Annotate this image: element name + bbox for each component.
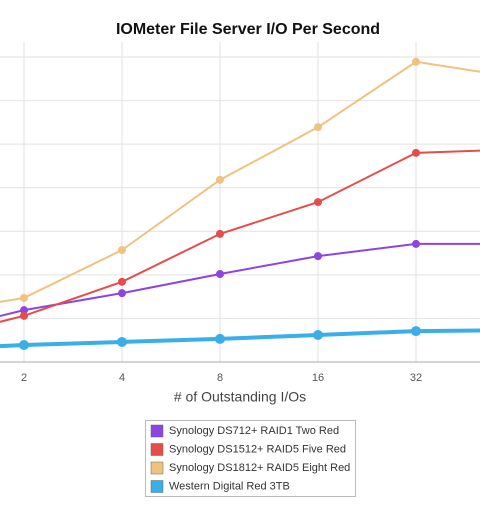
legend-swatch — [150, 480, 164, 493]
data-point — [314, 198, 322, 207]
data-point — [412, 239, 420, 248]
data-point — [216, 229, 224, 238]
legend-swatch — [150, 424, 164, 438]
data-point — [20, 311, 28, 320]
data-point — [313, 329, 323, 340]
x-tick-label: 32 — [410, 372, 422, 384]
legend-label: Synology DS1512+ RAID5 Five Red — [169, 443, 346, 455]
legend: Synology DS712+ RAID1 Two Red Synology DS… — [150, 424, 350, 493]
data-point — [411, 326, 421, 337]
data-point — [20, 293, 28, 302]
legend-swatch — [150, 461, 164, 475]
plot — [0, 57, 480, 351]
grid — [0, 42, 480, 363]
x-tick-label: 16 — [312, 372, 324, 384]
legend-label: Synology DS1812+ RAID5 Eight Red — [169, 462, 350, 474]
series-line — [0, 242, 480, 318]
data-point — [117, 336, 127, 347]
legend-box — [145, 420, 356, 497]
legend-label: Synology DS712+ RAID1 Two Red — [169, 425, 339, 437]
legend-swatch — [150, 443, 164, 456]
data-point — [19, 340, 29, 351]
data-point — [20, 306, 28, 315]
data-point — [215, 333, 225, 344]
data-point — [216, 269, 224, 278]
data-point — [412, 57, 420, 66]
legend-label: Western Digital Red 3TB — [169, 480, 290, 492]
data-point — [118, 277, 126, 286]
data-point — [314, 123, 322, 132]
x-tick-label: 2 — [21, 372, 27, 384]
data-point — [412, 148, 420, 157]
x-tick-label: 8 — [217, 372, 223, 384]
chart-title: IOMeter File Server I/O Per Second — [116, 21, 380, 38]
data-point — [216, 175, 224, 184]
data-point — [118, 289, 126, 298]
x-tick-label: 4 — [119, 372, 125, 384]
data-point — [118, 246, 126, 255]
series-line — [0, 328, 480, 349]
x-axis-title: # of Outstanding I/Os — [174, 389, 306, 405]
data-point — [314, 252, 322, 261]
